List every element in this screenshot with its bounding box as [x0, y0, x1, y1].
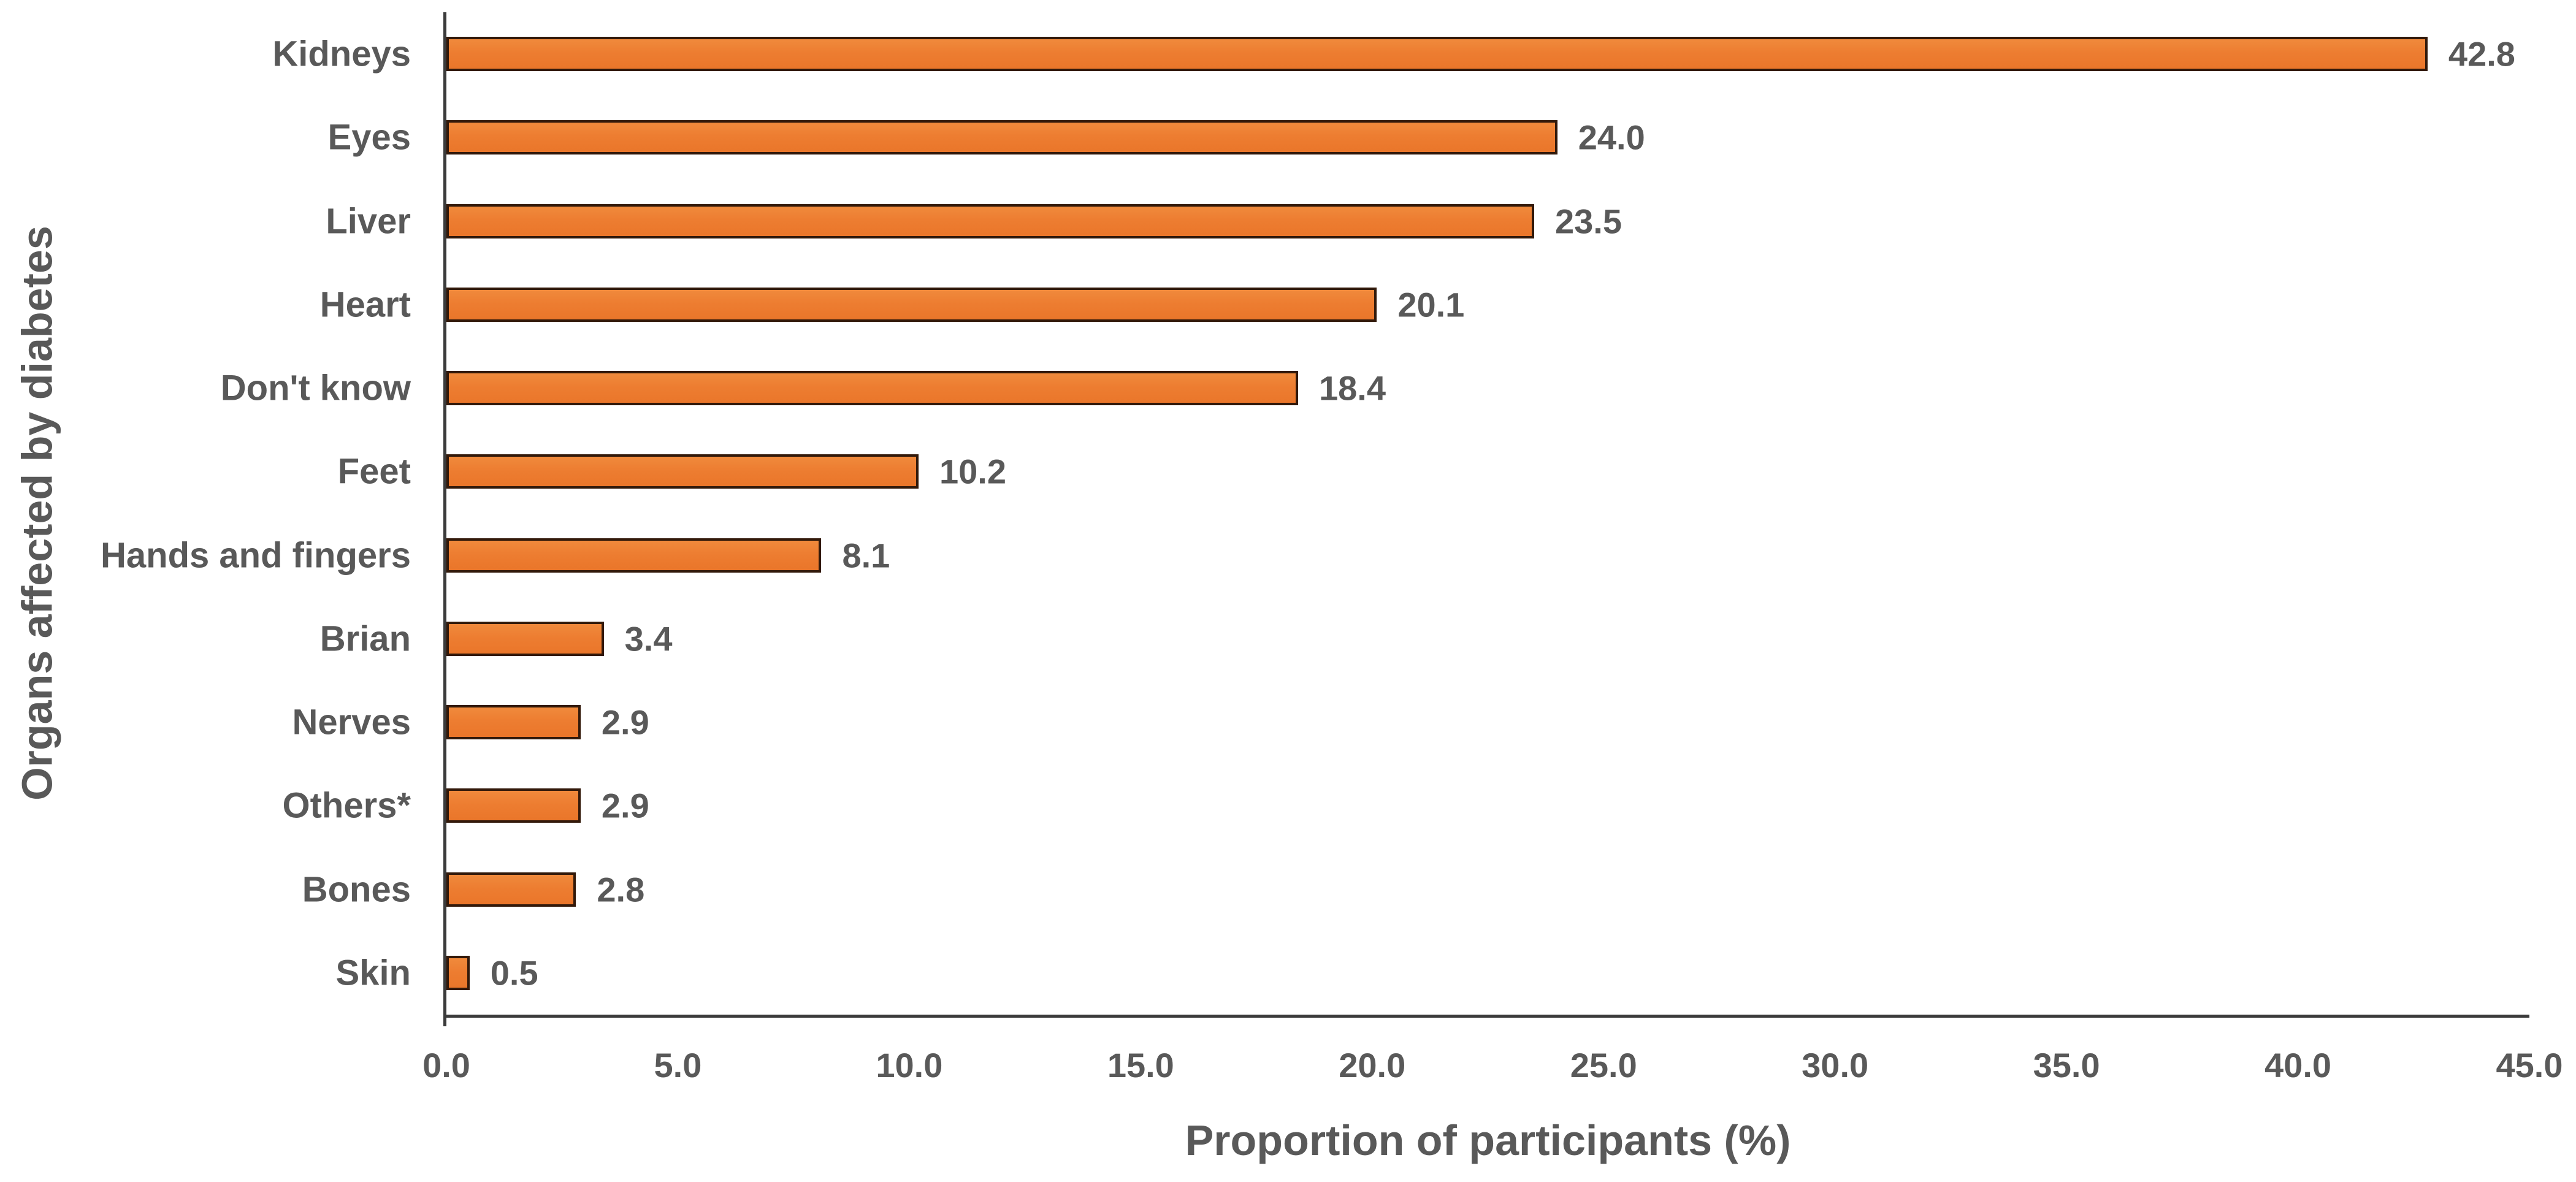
bar-row: Nerves 2.9 — [292, 681, 2529, 764]
bar-row: Brian 3.4 — [320, 597, 2529, 681]
x-tick-label: 10.0 — [876, 1046, 943, 1085]
category-label: Heart — [319, 284, 411, 325]
bar-row: Hands and fingers 8.1 — [101, 514, 2529, 597]
bars-container: Kidneys 42.8 Eyes 24.0 Liver 23.5 Heart 20.1 Don… — [101, 12, 2529, 1015]
bar: 23.5 — [446, 202, 1622, 240]
x-tick-label: 30.0 — [1802, 1046, 1869, 1085]
value-label: 0.5 — [490, 953, 538, 993]
value-label: 2.9 — [601, 786, 649, 825]
x-tick-label: 15.0 — [1107, 1046, 1174, 1085]
x-tick-label: 25.0 — [1570, 1046, 1637, 1085]
bar: 2.9 — [446, 787, 649, 825]
bar-row: Don't know 18.4 — [221, 346, 2529, 430]
x-axis-title: Proportion of participants (%) — [1185, 1116, 1791, 1164]
category-label: Nerves — [292, 702, 411, 742]
y-axis-title: Organs affected by diabetes — [13, 226, 61, 801]
bar: 2.9 — [446, 703, 649, 742]
x-tick-label: 20.0 — [1339, 1046, 1406, 1085]
value-label: 23.5 — [1554, 202, 1622, 241]
bar: 10.2 — [446, 452, 1006, 491]
plot-area: Kidneys 42.8 Eyes 24.0 Liver 23.5 Heart 20.1 Don… — [101, 12, 2563, 1164]
x-tick-label: 40.0 — [2265, 1046, 2332, 1085]
bar-row: Heart 20.1 — [320, 263, 2529, 346]
category-label: Eyes — [327, 117, 411, 158]
value-label: 3.4 — [624, 619, 673, 658]
bar: 3.4 — [446, 619, 673, 658]
bar: 0.5 — [446, 953, 538, 992]
value-label: 42.8 — [2448, 34, 2515, 74]
bar: 18.4 — [446, 369, 1386, 408]
value-label: 10.2 — [939, 452, 1006, 491]
bar: 20.1 — [446, 285, 1464, 324]
bar-row: Feet 10.2 — [338, 430, 2529, 513]
value-label: 8.1 — [842, 536, 890, 575]
value-label: 2.9 — [601, 703, 649, 742]
x-tick-label: 35.0 — [2033, 1046, 2100, 1085]
bar-row: Eyes 24.0 — [328, 96, 2529, 179]
category-label: Others* — [282, 785, 411, 826]
axis-tick-mark — [443, 1018, 446, 1026]
value-label: 20.1 — [1397, 285, 1465, 324]
bar-row: Skin 0.5 — [336, 931, 2529, 1015]
bar: 2.8 — [446, 870, 644, 909]
bar-row: Bones 2.8 — [302, 848, 2529, 931]
value-label: 2.8 — [597, 870, 645, 909]
x-tick-label: 45.0 — [2496, 1046, 2563, 1085]
bar: 8.1 — [446, 536, 890, 574]
x-tick-label: 5.0 — [654, 1046, 702, 1085]
x-tick-label: 0.0 — [422, 1046, 470, 1085]
category-label: Skin — [335, 953, 411, 993]
category-label: Liver — [326, 201, 411, 242]
bar: 42.8 — [446, 35, 2515, 74]
category-label: Kidneys — [272, 34, 411, 74]
value-label: 24.0 — [1578, 118, 1645, 157]
category-label: Hands and fingers — [101, 535, 411, 576]
category-label: Feet — [337, 451, 411, 492]
bar: 24.0 — [446, 118, 1645, 157]
category-label: Don't know — [220, 368, 411, 408]
bar-row: Others* 2.9 — [282, 764, 2529, 847]
bar-row: Liver 23.5 — [326, 180, 2529, 263]
category-label: Brian — [319, 619, 411, 659]
value-label: 18.4 — [1318, 368, 1386, 408]
category-label: Bones — [302, 869, 411, 910]
bar-row: Kidneys 42.8 — [272, 12, 2529, 96]
